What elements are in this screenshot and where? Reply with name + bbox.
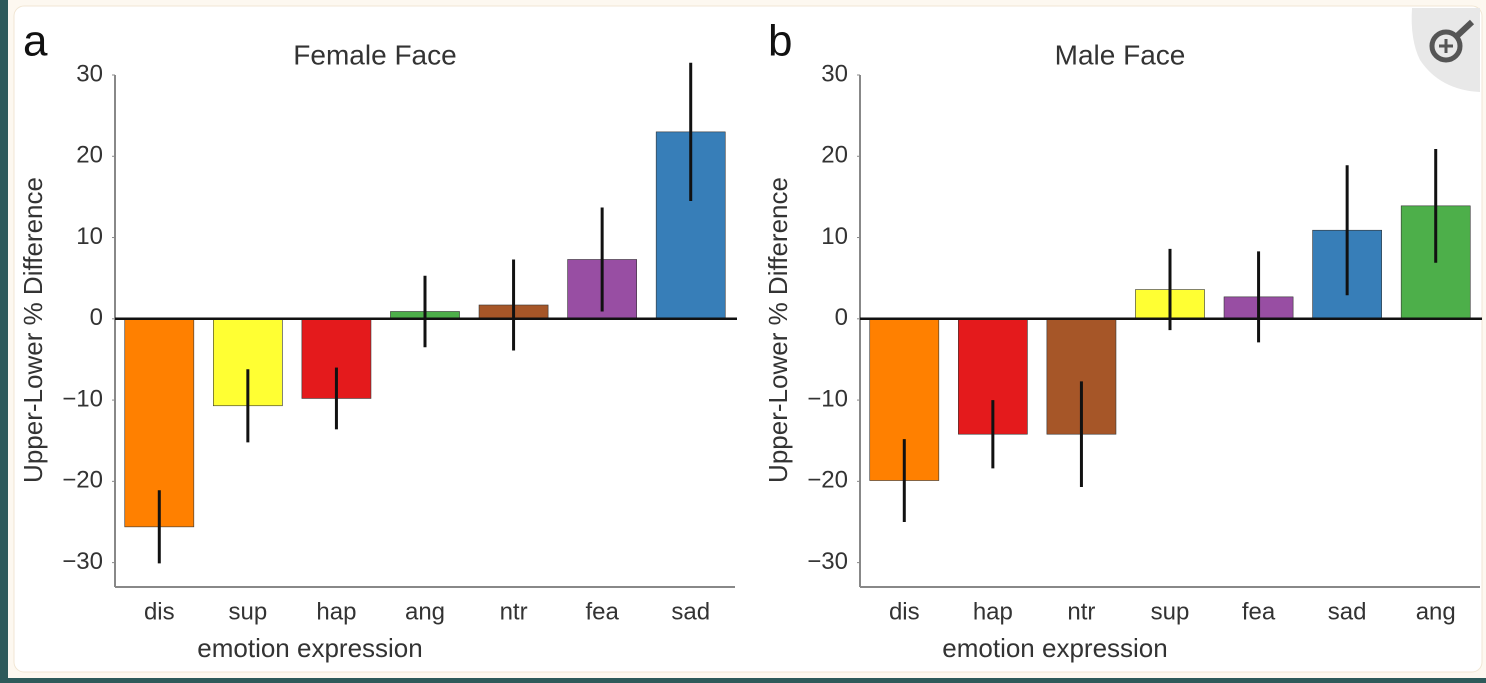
y-tick-label: 0 [90,304,103,331]
x-tick-label: fea [1242,598,1276,625]
y-tick-label: 20 [76,142,103,169]
x-tick-label: sad [671,598,710,625]
y-tick-label: −10 [807,385,848,412]
panel-label: a [23,17,48,66]
x-axis-label: emotion expression [942,633,1167,663]
x-tick-label: dis [144,598,175,625]
x-tick-label: ntr [1067,598,1095,625]
x-tick-label: ntr [500,598,528,625]
y-tick-label: 30 [821,60,848,87]
x-tick-label: hap [973,598,1013,625]
y-tick-label: −30 [62,548,103,575]
chart-title: Male Face [1055,39,1186,70]
y-tick-label: −30 [807,548,848,575]
y-tick-label: −10 [62,385,103,412]
y-tick-label: 0 [835,304,848,331]
zoom-button[interactable] [1411,8,1480,92]
y-tick-label: −20 [62,467,103,494]
panel-label: b [768,17,792,66]
chart-title: Female Face [293,39,456,70]
y-tick-label: 20 [821,142,848,169]
y-tick-label: 10 [76,223,103,250]
x-tick-label: sup [1151,598,1190,625]
x-tick-label: ang [405,598,445,625]
x-tick-label: fea [585,598,619,625]
zoom-icon [1429,29,1463,63]
x-axis-label: emotion expression [197,633,422,663]
x-tick-label: ang [1416,598,1456,625]
y-tick-label: 30 [76,60,103,87]
panel [13,5,1483,673]
y-axis-label: Upper-Lower % Difference [18,177,48,483]
y-axis-label: Upper-Lower % Difference [763,177,793,483]
x-tick-label: sad [1328,598,1367,625]
x-tick-label: sup [229,598,268,625]
y-tick-label: 10 [821,223,848,250]
x-tick-label: hap [316,598,356,625]
x-tick-label: dis [889,598,920,625]
y-tick-label: −20 [807,467,848,494]
zoom-icon [1454,19,1475,39]
